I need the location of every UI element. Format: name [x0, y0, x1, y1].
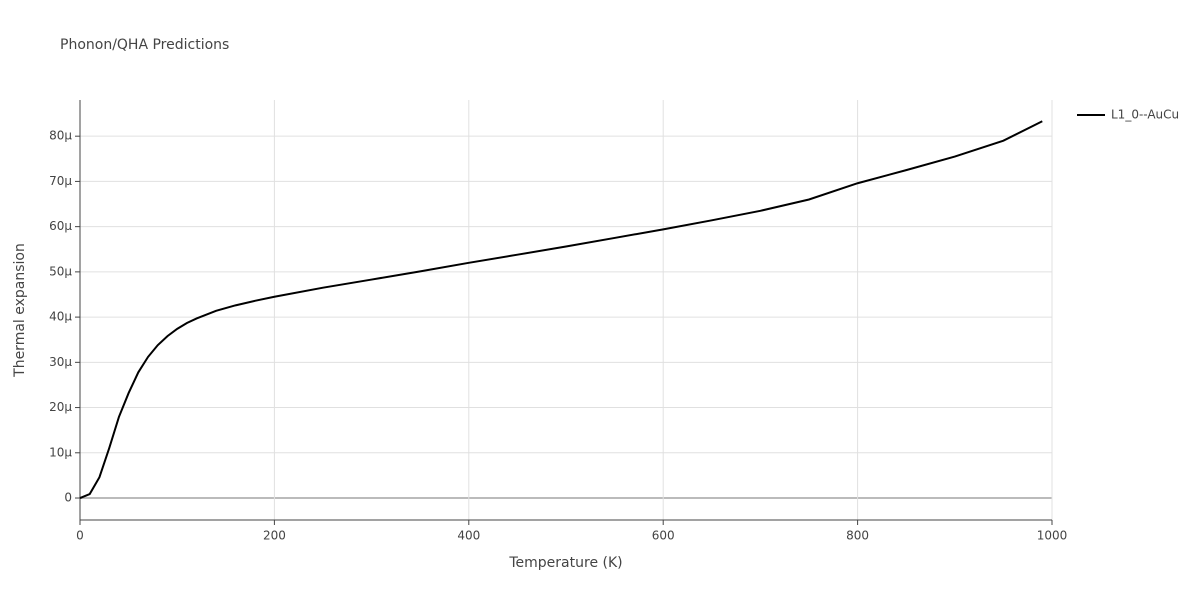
y-tick-label: 60μ — [49, 219, 72, 233]
y-tick-label: 50μ — [49, 264, 72, 278]
y-tick-label: 70μ — [49, 174, 72, 188]
legend-label: L1_0--AuCu — [1111, 108, 1179, 122]
chart-title: Phonon/QHA Predictions — [60, 37, 229, 53]
y-axis-title: Thermal expansion — [12, 243, 28, 378]
y-tick-label: 0 — [64, 491, 72, 505]
x-tick-label: 600 — [652, 529, 675, 543]
y-tick-label: 10μ — [49, 445, 72, 459]
x-tick-label: 400 — [457, 529, 480, 543]
x-tick-label: 1000 — [1037, 529, 1068, 543]
y-tick-label: 20μ — [49, 400, 72, 414]
y-tick-label: 30μ — [49, 355, 72, 369]
series-line — [79, 120, 1043, 499]
x-tick-label: 0 — [76, 529, 84, 543]
x-tick-label: 200 — [263, 529, 286, 543]
x-tick-label: 800 — [846, 529, 869, 543]
y-tick-label: 40μ — [49, 310, 72, 324]
x-axis-title: Temperature (K) — [508, 555, 622, 571]
y-tick-label: 80μ — [49, 129, 72, 143]
